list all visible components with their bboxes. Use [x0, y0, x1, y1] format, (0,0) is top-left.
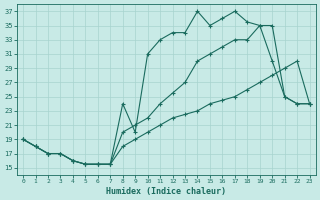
X-axis label: Humidex (Indice chaleur): Humidex (Indice chaleur)	[106, 187, 226, 196]
